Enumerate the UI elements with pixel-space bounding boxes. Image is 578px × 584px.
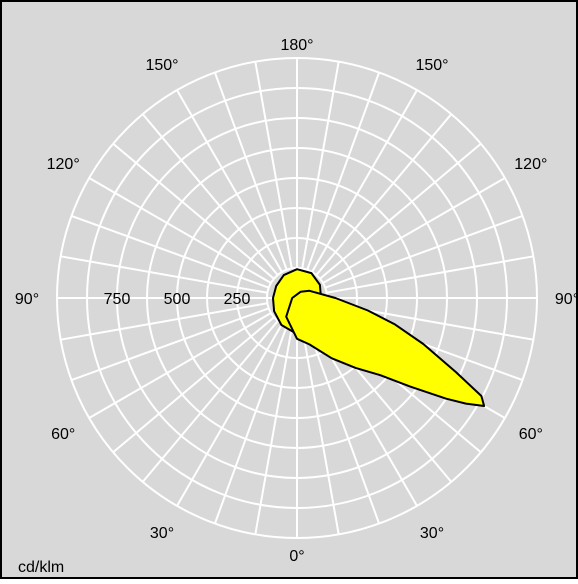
polar-grid (56, 57, 538, 539)
angle-label: 30° (150, 525, 174, 542)
grid-spoke (254, 327, 293, 535)
grid-spoke (176, 323, 283, 507)
grid-spoke (322, 177, 506, 284)
angle-label: 60° (519, 426, 543, 443)
angle-label: 150° (145, 57, 178, 74)
polar-labels: cd/klm 250 500 750 180° 0° 150° 120° 90° 60° 30° 1… (15, 37, 578, 576)
grid-spoke (306, 72, 381, 271)
grid-spoke (311, 89, 418, 273)
grid-spoke (324, 214, 523, 289)
grid-spoke (213, 325, 288, 524)
angle-label: 90° (555, 291, 578, 308)
angle-label: 30° (420, 525, 444, 542)
grid-spoke (112, 316, 275, 454)
polar-series (272, 268, 486, 407)
radial-tick-label: 750 (104, 291, 131, 308)
grid-spoke (176, 89, 283, 273)
angle-label: 180° (280, 37, 313, 54)
grid-spoke (213, 72, 288, 271)
grid-spoke (112, 142, 275, 280)
angle-label: 0° (289, 548, 304, 565)
angle-label: 60° (51, 426, 75, 443)
series-outline (285, 289, 486, 407)
angle-label: 120° (514, 156, 547, 173)
grid-spoke (326, 255, 534, 294)
grid-spoke (88, 177, 272, 284)
grid-spoke (301, 327, 340, 535)
unit-label: cd/klm (18, 559, 64, 576)
grid-spoke (306, 325, 381, 524)
grid-spoke (254, 61, 293, 269)
grid-spoke (319, 142, 482, 280)
grid-spoke (71, 214, 270, 289)
grid-spoke (141, 113, 279, 276)
grid-spoke (60, 255, 268, 294)
radial-tick-label: 250 (224, 291, 251, 308)
grid-spoke (141, 320, 279, 483)
grid-spoke (315, 113, 453, 276)
grid-spoke (71, 307, 270, 382)
grid-spoke (60, 302, 268, 341)
angle-label: 120° (47, 156, 80, 173)
grid-spoke (301, 61, 340, 269)
radial-tick-label: 500 (164, 291, 191, 308)
grid-spoke (88, 312, 272, 419)
angle-label: 90° (15, 291, 39, 308)
angle-label: 150° (415, 57, 448, 74)
